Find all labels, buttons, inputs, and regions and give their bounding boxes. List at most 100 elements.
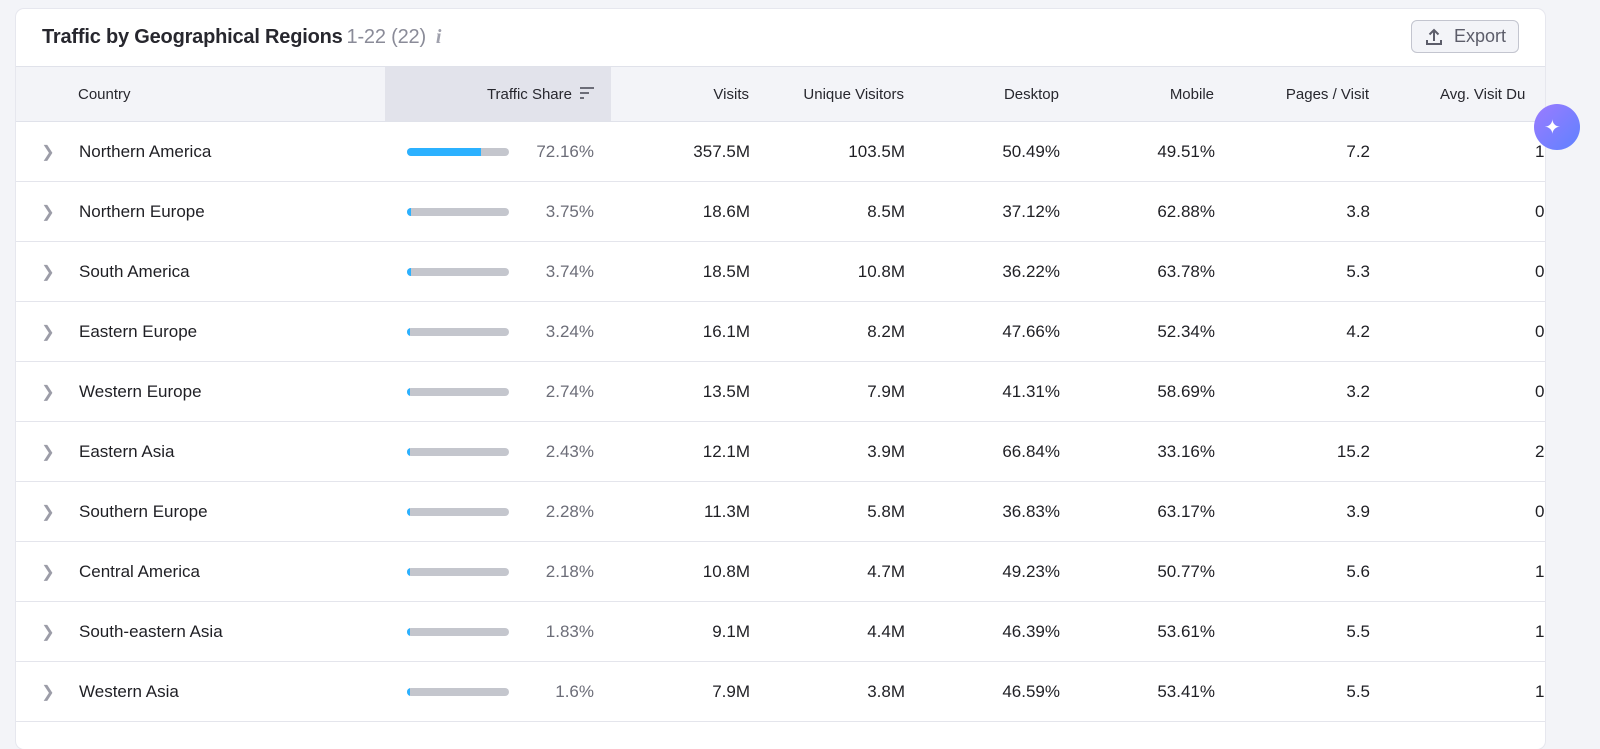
info-icon[interactable]: i (435, 26, 442, 48)
mobile-cell: 33.16% (1060, 421, 1215, 482)
traffic-share-bar (407, 207, 509, 216)
unique-cell: 10.8M (750, 241, 905, 302)
export-button[interactable]: Export (1411, 20, 1519, 53)
country-cell: ❯ South-eastern Asia (16, 601, 385, 662)
unique-cell: 8.2M (750, 301, 905, 362)
traffic-share-cell: 1.6% (385, 661, 611, 722)
column-header-mobile[interactable]: Mobile (1060, 66, 1215, 122)
column-header-avg-visit-duration[interactable]: Avg. Visit Du (1370, 66, 1545, 122)
table-row[interactable]: ❯ Northern Europe 3.75% 18.6M 8.5M 37.12% 62.8… (16, 181, 1545, 242)
traffic-share-bar (407, 687, 509, 696)
pages-cell: 7.2 (1215, 121, 1370, 182)
traffic-share-fill (407, 207, 411, 216)
column-header-pages-per-visit[interactable]: Pages / Visit (1215, 66, 1370, 122)
table-row[interactable]: ❯ Western Asia 1.6% 7.9M 3.8M 46.59% 53.41% 5.5… (16, 661, 1545, 722)
traffic-share-cell: 2.28% (385, 481, 611, 542)
chevron-right-icon[interactable]: ❯ (41, 383, 55, 401)
traffic-share-fill (407, 507, 410, 516)
avg-visit-duration-cell: 1 (1370, 601, 1545, 662)
mobile-cell: 63.17% (1060, 481, 1215, 542)
traffic-share-cell: 1.83% (385, 601, 611, 662)
avg-visit-duration-cell: 2 (1370, 421, 1545, 482)
traffic-regions-card: Traffic by Geographical Regions 1-22 (22)… (16, 9, 1545, 749)
chevron-right-icon[interactable]: ❯ (41, 263, 55, 281)
traffic-share-fill (407, 627, 410, 636)
column-header-country[interactable]: Country (16, 66, 385, 122)
traffic-share-bar (407, 507, 509, 516)
unique-cell: 4.4M (750, 601, 905, 662)
traffic-share-fill (407, 567, 410, 576)
pages-cell: 5.3 (1215, 241, 1370, 302)
card-header: Traffic by Geographical Regions 1-22 (22)… (16, 9, 1545, 66)
chevron-right-icon[interactable]: ❯ (41, 563, 55, 581)
visits-cell: 10.8M (611, 541, 750, 602)
regions-table: Country Traffic Share Visits Unique Visitor… (16, 66, 1545, 722)
desktop-cell: 41.31% (905, 361, 1060, 422)
avg-visit-duration-cell: 1 (1370, 121, 1545, 182)
traffic-share-cell: 3.75% (385, 181, 611, 242)
traffic-share-bar (407, 567, 509, 576)
pages-cell: 15.2 (1215, 421, 1370, 482)
traffic-share-fill (407, 447, 410, 456)
country-cell: ❯ Northern Europe (16, 181, 385, 242)
sort-icon (580, 86, 594, 99)
pages-cell: 3.9 (1215, 481, 1370, 542)
country-cell: ❯ Northern America (16, 121, 385, 182)
upload-icon (1425, 28, 1442, 45)
unique-cell: 7.9M (750, 361, 905, 422)
table-row[interactable]: ❯ Central America 2.18% 10.8M 4.7M 49.23% 50.7… (16, 541, 1545, 602)
chevron-right-icon[interactable]: ❯ (41, 203, 55, 221)
mobile-cell: 53.61% (1060, 601, 1215, 662)
mobile-cell: 50.77% (1060, 541, 1215, 602)
mobile-cell: 49.51% (1060, 121, 1215, 182)
traffic-share-bar (407, 327, 509, 336)
mobile-cell: 62.88% (1060, 181, 1215, 242)
traffic-share-cell: 2.18% (385, 541, 611, 602)
visits-cell: 13.5M (611, 361, 750, 422)
visits-cell: 12.1M (611, 421, 750, 482)
chevron-right-icon[interactable]: ❯ (41, 503, 55, 521)
column-header-desktop[interactable]: Desktop (905, 66, 1060, 122)
table-row[interactable]: ❯ Eastern Europe 3.24% 16.1M 8.2M 47.66% 52.34… (16, 301, 1545, 362)
unique-cell: 103.5M (750, 121, 905, 182)
avg-visit-duration-cell: 0 (1370, 181, 1545, 242)
chevron-right-icon[interactable]: ❯ (41, 323, 55, 341)
visits-cell: 16.1M (611, 301, 750, 362)
traffic-share-bar (407, 627, 509, 636)
desktop-cell: 47.66% (905, 301, 1060, 362)
desktop-cell: 36.22% (905, 241, 1060, 302)
chevron-right-icon[interactable]: ❯ (41, 443, 55, 461)
avg-visit-duration-cell: 1 (1370, 541, 1545, 602)
column-header-traffic-share[interactable]: Traffic Share (385, 66, 611, 122)
traffic-share-cell: 72.16% (385, 121, 611, 182)
pages-cell: 5.6 (1215, 541, 1370, 602)
table-row[interactable]: ❯ Eastern Asia 2.43% 12.1M 3.9M 66.84% 33.16% 1… (16, 421, 1545, 482)
chevron-right-icon[interactable]: ❯ (41, 683, 55, 701)
country-cell: ❯ South America (16, 241, 385, 302)
table-row[interactable]: ❯ Southern Europe 2.28% 11.3M 5.8M 36.83% 63.1… (16, 481, 1545, 542)
mobile-cell: 58.69% (1060, 361, 1215, 422)
column-header-visits[interactable]: Visits (611, 66, 750, 122)
ai-assistant-button[interactable]: ✦ (1534, 104, 1580, 150)
visits-cell: 9.1M (611, 601, 750, 662)
unique-cell: 4.7M (750, 541, 905, 602)
table-row[interactable]: ❯ South America 3.74% 18.5M 10.8M 36.22% 63.78… (16, 241, 1545, 302)
table-row[interactable]: ❯ South-eastern Asia 1.83% 9.1M 4.4M 46.39% 53… (16, 601, 1545, 662)
avg-visit-duration-cell: 1 (1370, 661, 1545, 722)
traffic-share-bar (407, 447, 509, 456)
traffic-share-bar (407, 267, 509, 276)
chevron-right-icon[interactable]: ❯ (41, 623, 55, 641)
table-row[interactable]: ❯ Western Europe 2.74% 13.5M 7.9M 41.31% 58.69… (16, 361, 1545, 422)
mobile-cell: 52.34% (1060, 301, 1215, 362)
unique-cell: 3.8M (750, 661, 905, 722)
sparkle-icon: ✦ (1544, 116, 1561, 139)
table-row[interactable]: ❯ Northern America 72.16% 357.5M 103.5M 50.49… (16, 121, 1545, 182)
country-cell: ❯ Western Asia (16, 661, 385, 722)
chevron-right-icon[interactable]: ❯ (41, 143, 55, 161)
column-header-unique-visitors[interactable]: Unique Visitors (750, 66, 905, 122)
pages-cell: 5.5 (1215, 601, 1370, 662)
avg-visit-duration-cell: 0 (1370, 361, 1545, 422)
card-title: Traffic by Geographical Regions 1-22 (22)… (42, 26, 442, 48)
country-cell: ❯ Western Europe (16, 361, 385, 422)
desktop-cell: 36.83% (905, 481, 1060, 542)
